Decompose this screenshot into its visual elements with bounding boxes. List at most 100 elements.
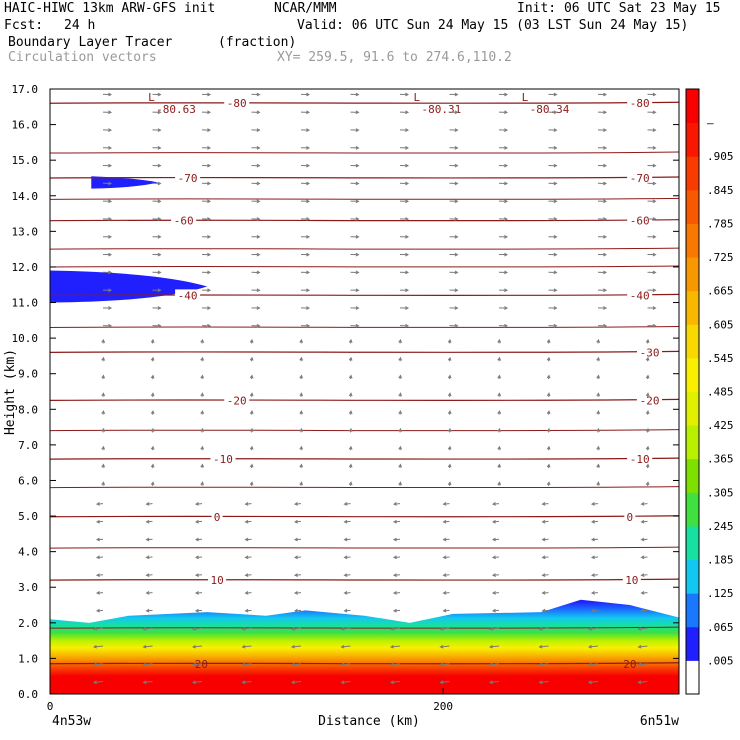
colorbar-swatch	[686, 391, 699, 426]
wind-vector	[541, 519, 549, 524]
wind-vector	[498, 217, 509, 221]
wind-vector	[597, 270, 608, 275]
y-tick-label: 2.0	[18, 617, 38, 630]
wind-vector	[497, 356, 502, 362]
colorbar: .005 .065 .125 .185 .245 .305 .365 .425 .485 .545…	[685, 88, 734, 695]
colorbar-label: .185	[707, 554, 734, 567]
wind-vector	[548, 110, 558, 115]
temperature-contour	[50, 578, 679, 581]
wind-vector	[249, 338, 254, 344]
wind-vector	[293, 537, 302, 542]
contour-label: -70	[178, 172, 198, 185]
wind-vector	[449, 306, 459, 310]
wind-vector	[640, 608, 648, 613]
wind-vector	[498, 163, 509, 168]
wind-vector	[497, 427, 502, 433]
wind-vector	[548, 181, 558, 186]
wind-vector	[597, 145, 608, 150]
wind-vector	[191, 627, 203, 631]
contour-label-bg	[171, 214, 197, 227]
colorbar-label: .305	[707, 486, 734, 499]
contour-label: -60	[174, 215, 194, 228]
temperature-contour	[50, 219, 679, 222]
wind-vector	[498, 252, 509, 257]
wind-vector	[498, 110, 509, 115]
wind-vector	[399, 234, 410, 239]
contour-label-bg	[627, 97, 653, 110]
colorbar-label: .065	[707, 621, 734, 634]
wind-vector	[340, 644, 351, 649]
xy-range: XY= 259.5, 91.6 to 274.6,110.2	[277, 50, 512, 65]
wind-vector	[449, 145, 459, 150]
contour-label-bg	[627, 214, 653, 227]
wind-vector	[590, 555, 599, 560]
wind-vector	[348, 463, 353, 469]
wind-vector	[350, 288, 360, 293]
y-tick-label: 6.0	[18, 474, 38, 487]
wind-vector	[300, 128, 311, 132]
wind-vector	[398, 427, 403, 433]
wind-vector	[398, 374, 403, 380]
wind-vector	[350, 199, 360, 204]
wind-vector	[597, 288, 608, 293]
isotherm-line	[50, 626, 679, 629]
y-tick-label: 12.0	[12, 261, 39, 274]
wind-vector	[244, 591, 252, 595]
wind-vector	[249, 356, 254, 362]
wind-vector	[548, 306, 558, 310]
colorbar-swatch	[686, 458, 699, 493]
wind-vector	[398, 445, 403, 451]
wind-vector	[150, 356, 155, 362]
wind-vector	[194, 573, 203, 577]
isotherm-line	[50, 197, 679, 200]
wind-vector	[498, 234, 509, 239]
wind-vector	[102, 323, 113, 328]
wind-vector	[251, 199, 261, 204]
wind-vector	[152, 92, 162, 97]
colorbar-label: .605	[707, 318, 734, 331]
wind-vector	[348, 427, 353, 433]
wind-vector	[389, 662, 401, 667]
wind-vector	[498, 288, 509, 293]
colorbar-swatch	[686, 122, 699, 157]
wind-vector	[194, 537, 203, 542]
contour-label: 10	[210, 574, 223, 587]
wind-vector	[597, 128, 608, 132]
wind-vector	[392, 555, 401, 560]
wind-vector	[449, 252, 459, 257]
colorbar-label: .545	[707, 352, 734, 365]
wind-vector	[244, 608, 252, 613]
wind-vector	[201, 323, 212, 328]
wind-vector	[497, 374, 502, 380]
wind-vector	[201, 181, 212, 186]
wind-vector	[290, 627, 302, 631]
wind-vector	[546, 392, 551, 397]
wind-vector	[101, 445, 106, 451]
wind-vector	[201, 92, 212, 97]
wind-vector	[200, 445, 205, 451]
contour-label: -60	[630, 215, 650, 228]
wind-vector	[491, 519, 500, 524]
y-tick-label: 11.0	[12, 297, 39, 310]
wind-vector	[497, 392, 502, 397]
wind-vector	[497, 445, 502, 451]
wind-vector	[546, 463, 551, 469]
wind-vector	[348, 445, 353, 451]
wind-vector	[145, 502, 153, 506]
wind-vector	[637, 680, 648, 685]
wind-vector	[647, 163, 657, 168]
y-tick-label: 3.0	[18, 581, 38, 594]
wind-vector	[399, 252, 410, 257]
boundary-layer-tracer-area	[50, 599, 679, 694]
wind-vector	[101, 338, 106, 344]
temperature-contour	[50, 176, 679, 179]
wind-vector	[541, 591, 549, 595]
colorbar-label: .125	[707, 587, 734, 600]
wind-vector	[399, 217, 410, 221]
wind-vector	[640, 537, 648, 542]
wind-vector	[244, 555, 252, 560]
wind-vector	[350, 92, 360, 97]
wind-vector	[102, 181, 113, 186]
wind-vector	[201, 128, 212, 132]
wind-vector	[300, 110, 311, 115]
